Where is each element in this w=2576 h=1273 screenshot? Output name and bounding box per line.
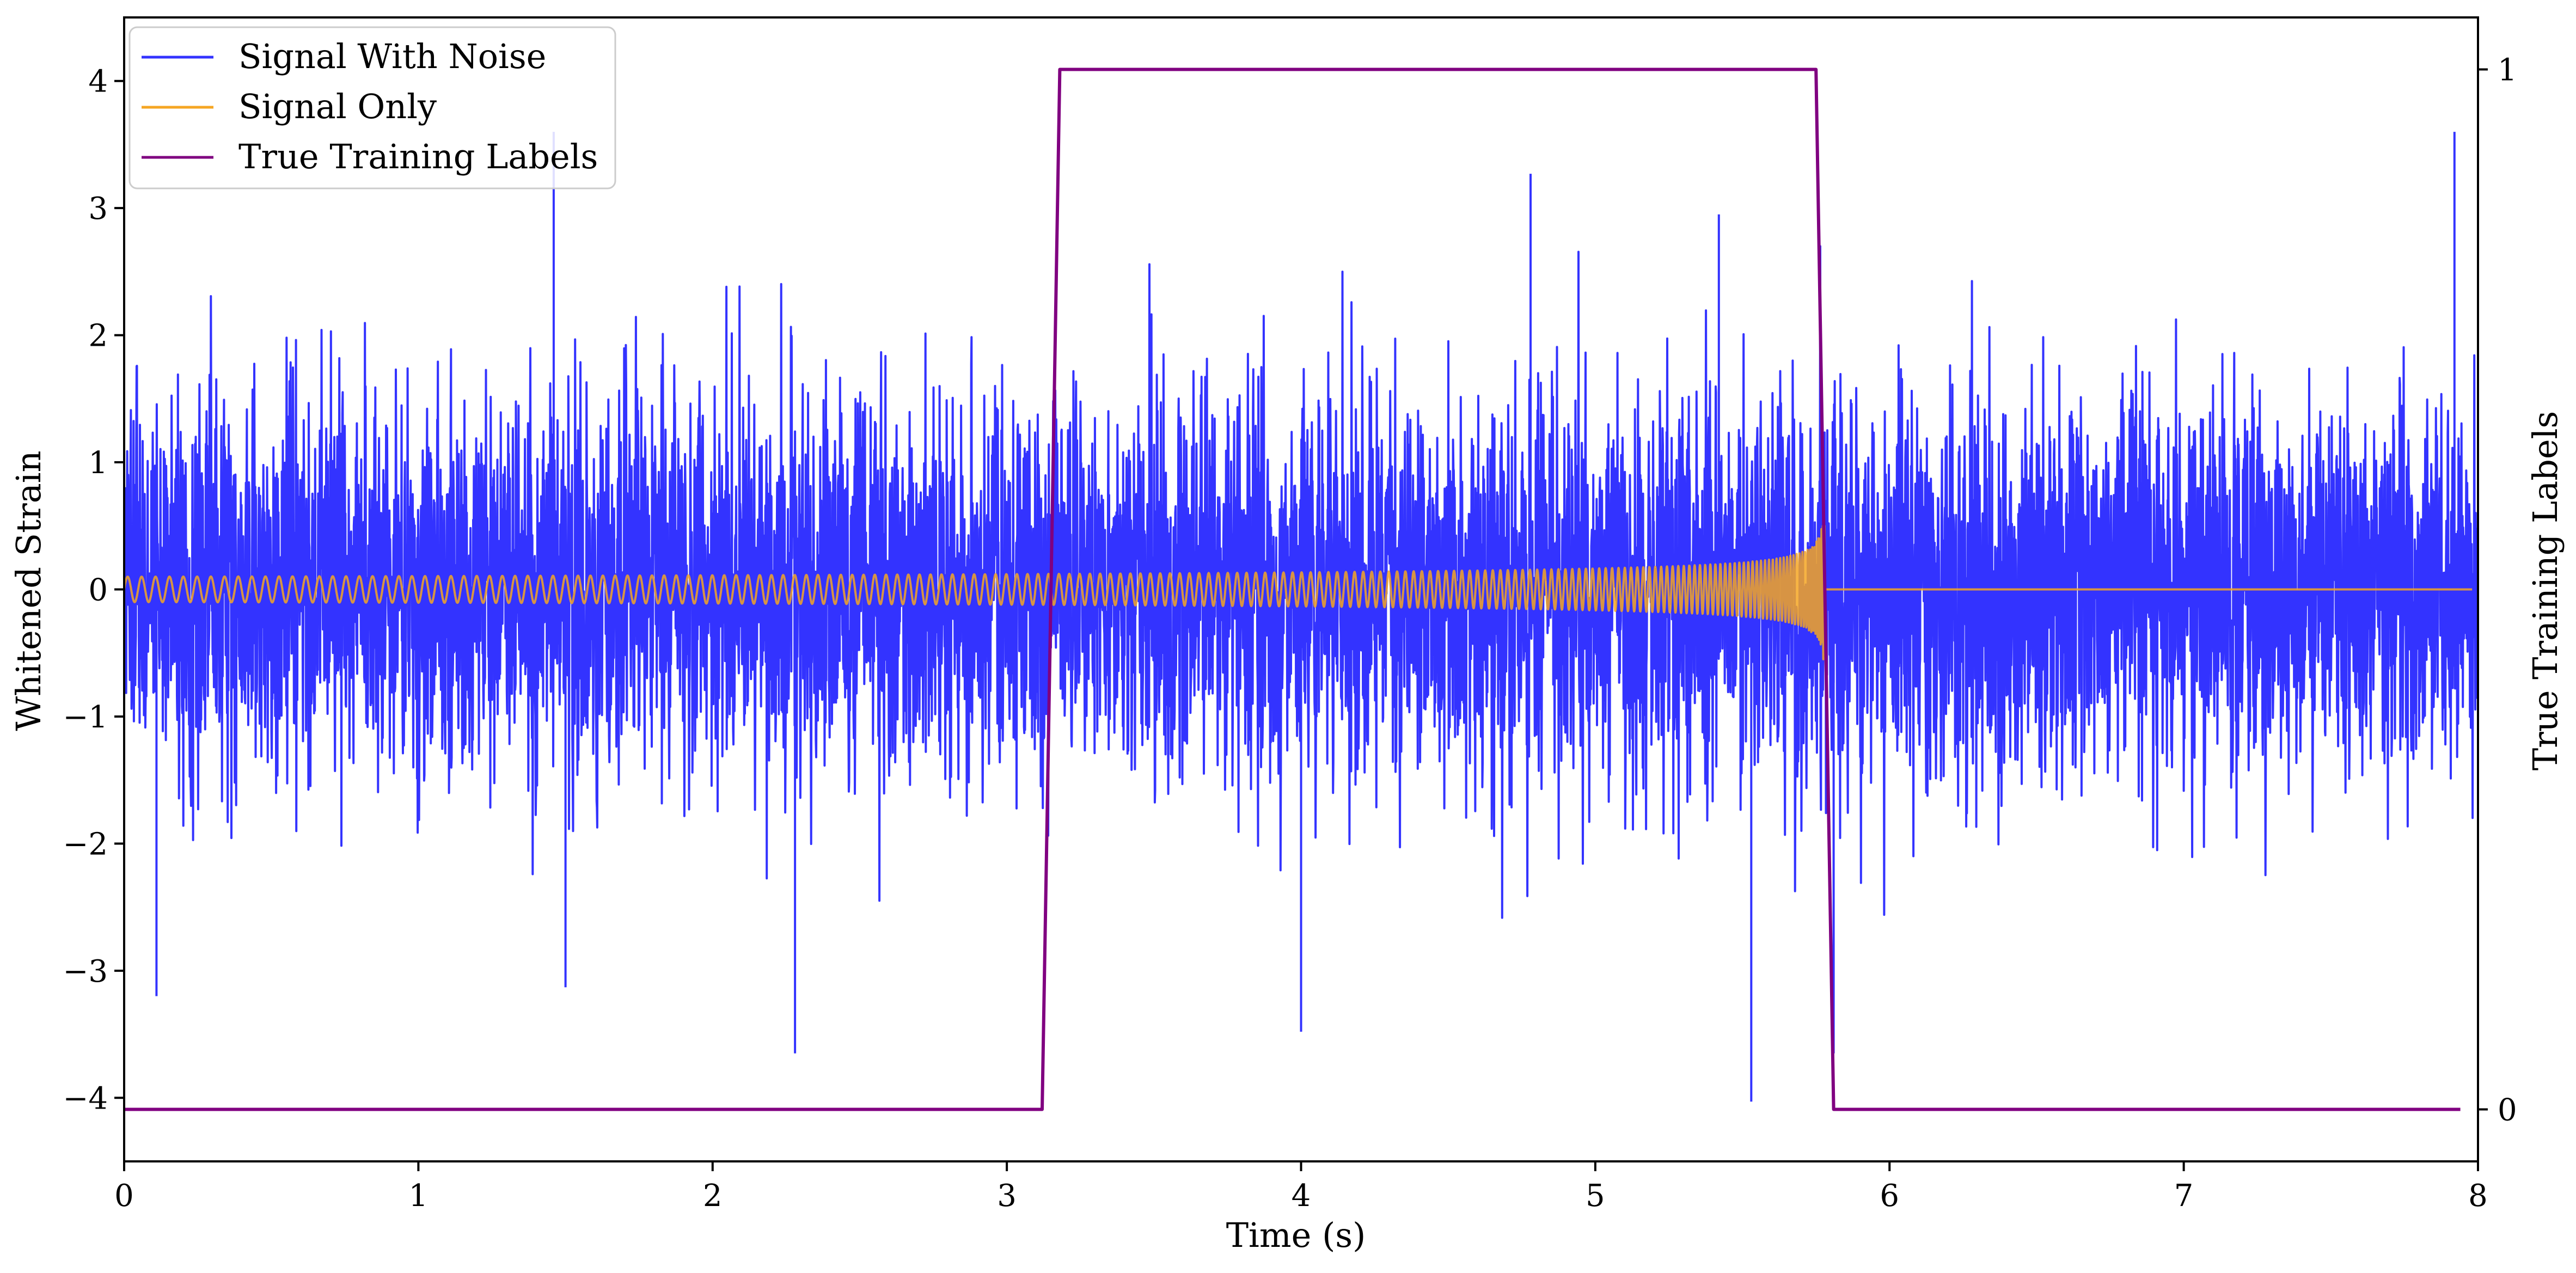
y-tick-label: 2 bbox=[88, 319, 108, 354]
series-signal-only bbox=[124, 524, 2473, 660]
y-tick-label: 4 bbox=[88, 64, 108, 100]
y-tick-label: 1 bbox=[88, 445, 108, 481]
legend-label-signal-with-noise: Signal With Noise bbox=[238, 36, 546, 76]
x-tick-label: 6 bbox=[1880, 1178, 1899, 1214]
y-tick-label: −1 bbox=[63, 700, 108, 735]
x-tick-label: 2 bbox=[703, 1178, 723, 1214]
legend-label-true-training-labels: True Training Labels bbox=[238, 137, 598, 176]
x-tick-label: 5 bbox=[1586, 1178, 1605, 1214]
y-tick-label: 0 bbox=[88, 573, 108, 608]
x-axis-label: Time (s) bbox=[1226, 1215, 1366, 1255]
x-axis-ticks: 0 1 2 3 4 5 6 7 8 bbox=[114, 1161, 2488, 1214]
y-right-tick-label: 0 bbox=[2498, 1093, 2517, 1128]
y-tick-label: −4 bbox=[63, 1081, 108, 1116]
y-axis-ticks: −4 −3 −2 −1 0 1 2 3 4 bbox=[63, 64, 124, 1116]
y-right-axis-label: True Training Labels bbox=[2525, 411, 2565, 770]
x-tick-label: 7 bbox=[2174, 1178, 2194, 1214]
y-right-axis-ticks: 01 bbox=[2478, 53, 2517, 1128]
y-axis-label: Whitened Strain bbox=[9, 451, 48, 731]
series-layer bbox=[124, 68, 2478, 1111]
legend-box bbox=[129, 26, 616, 189]
legend: Signal With Noise Signal Only True Train… bbox=[129, 26, 616, 189]
x-tick-label: 0 bbox=[114, 1178, 134, 1214]
series-signal-with-noise bbox=[124, 132, 2478, 1102]
series-true-training-labels bbox=[124, 68, 2461, 1111]
x-tick-label: 4 bbox=[1292, 1178, 1311, 1214]
y-tick-label: −2 bbox=[63, 827, 108, 862]
y-right-tick-label: 1 bbox=[2498, 53, 2517, 88]
x-tick-label: 3 bbox=[997, 1178, 1017, 1214]
y-tick-label: −3 bbox=[63, 954, 108, 989]
x-tick-label: 8 bbox=[2468, 1178, 2488, 1214]
legend-label-signal-only: Signal Only bbox=[238, 87, 437, 126]
y-tick-label: 3 bbox=[88, 191, 108, 227]
x-tick-label: 1 bbox=[409, 1178, 429, 1214]
